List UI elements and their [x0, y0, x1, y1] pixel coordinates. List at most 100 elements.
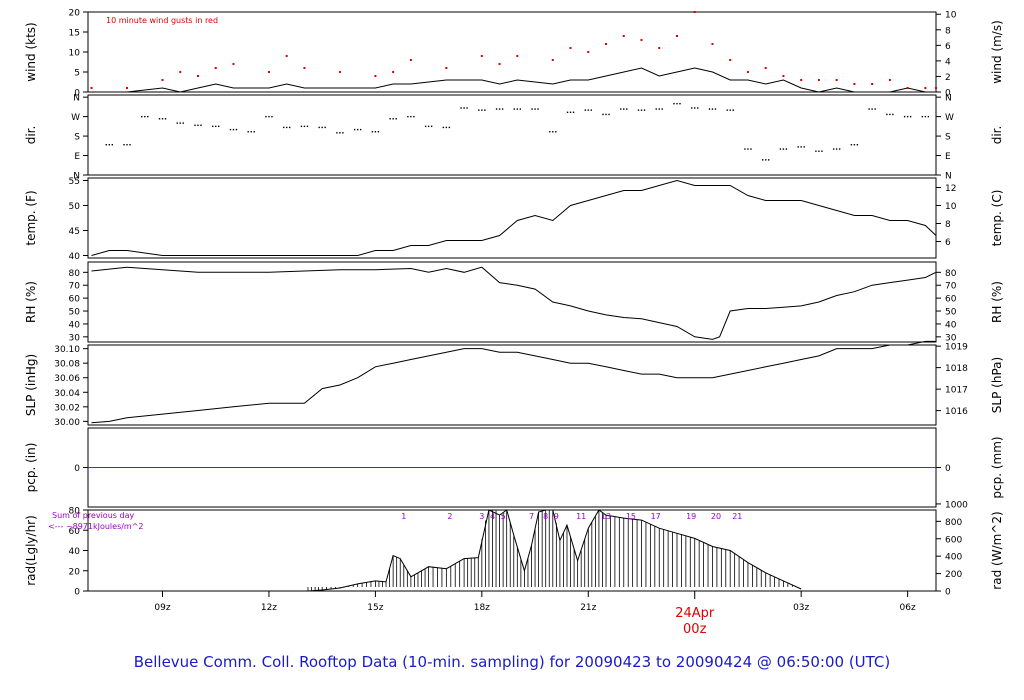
- dir-point: [395, 118, 397, 120]
- dir-point: [250, 131, 252, 133]
- dir-point: [342, 132, 344, 134]
- dir-point: [729, 109, 731, 111]
- rh-rtick-label: 60: [945, 295, 957, 305]
- dir-point: [484, 109, 486, 111]
- wind-gust-point: [516, 55, 519, 57]
- dir-point: [513, 108, 516, 110]
- dir-point: [750, 148, 752, 150]
- dir-point: [339, 132, 341, 134]
- rad-rtick-label: 600: [945, 535, 962, 545]
- wind-gust-point: [179, 71, 182, 73]
- rad-legend-line2: <--- ~8971kJoules/m^2: [48, 522, 144, 531]
- rad-rtick-label: 200: [945, 570, 962, 580]
- rad-rtick-label: 400: [945, 553, 962, 563]
- wind-gust-point: [338, 71, 341, 73]
- dir-point: [566, 111, 569, 113]
- dir-point: [232, 128, 235, 131]
- rh-ytick-label: 30: [69, 333, 81, 343]
- wind-rtick-label: 0: [945, 89, 951, 99]
- wind-gust-point: [800, 79, 803, 81]
- dir-point: [481, 109, 483, 111]
- dir-point: [158, 118, 161, 120]
- wind-gust-point: [924, 87, 927, 89]
- dir-point: [501, 108, 504, 110]
- dir-point: [797, 146, 799, 148]
- wind-gust-point: [817, 79, 820, 81]
- dir-point: [285, 126, 288, 129]
- slp-ylabel-right: SLP (hPa): [990, 357, 1004, 413]
- dir-point: [584, 109, 586, 111]
- rad-hour-number: 8: [543, 512, 548, 521]
- dir-point: [892, 113, 894, 116]
- wind-gust-point: [888, 79, 891, 81]
- dir-point: [182, 122, 184, 124]
- dir-point: [424, 125, 427, 128]
- wind-gust-point: [906, 87, 909, 89]
- dir-point: [903, 115, 906, 118]
- dir-point: [552, 131, 554, 133]
- rh-line: [91, 266, 937, 340]
- wind-ytick-label: 20: [69, 9, 81, 19]
- temp-ytick-label: 45: [69, 227, 80, 237]
- rh-ytick-label: 60: [69, 295, 81, 305]
- dir-point: [661, 108, 663, 110]
- dir-point: [200, 124, 202, 126]
- wind-ytick-label: 0: [74, 89, 80, 99]
- rad-ytick-label: 40: [69, 547, 81, 557]
- dir-point: [129, 144, 131, 146]
- dir-point: [779, 148, 782, 150]
- wind-gust-point: [605, 43, 608, 45]
- slp-ytick-label: 30.02: [54, 403, 80, 413]
- temp-ylabel: temp. (F): [24, 190, 38, 245]
- rad-ylabel-right: rad (W/m^2): [990, 511, 1004, 589]
- rad-ytick-label: 60: [69, 527, 81, 537]
- dir-point: [282, 126, 285, 129]
- dir-point: [602, 113, 604, 116]
- rad-rtick-label: 1000: [945, 500, 968, 510]
- dir-point: [430, 125, 433, 128]
- dir-point: [141, 115, 143, 118]
- slp-ytick-label: 30.10: [54, 345, 80, 355]
- dir-point: [271, 115, 273, 118]
- wind-gust-point: [445, 67, 448, 69]
- dir-point: [253, 131, 255, 133]
- dir-point: [643, 109, 646, 111]
- wind-ytick-label: 10: [69, 49, 81, 59]
- wind-gust-point: [303, 67, 306, 69]
- dir-point: [818, 150, 820, 152]
- dir-point: [886, 113, 888, 116]
- dir-point: [247, 131, 249, 133]
- wind-gust-point: [126, 87, 129, 89]
- dir-ytick-label: N: [73, 94, 80, 104]
- rad-hour-number: 20: [711, 512, 721, 521]
- dir-point: [427, 125, 430, 128]
- wind-gust-point: [214, 67, 217, 69]
- rad-hour-number: 3: [479, 512, 484, 521]
- dir-point: [194, 124, 196, 126]
- dir-point: [108, 144, 110, 146]
- temp-frame: [87, 177, 937, 259]
- dir-point: [105, 144, 107, 146]
- wind-ytick-label: 15: [69, 29, 80, 39]
- dir-point: [534, 108, 536, 110]
- dir-point: [711, 108, 714, 110]
- dir-point: [679, 102, 681, 105]
- dir-point: [832, 148, 835, 150]
- dir-point: [123, 144, 125, 146]
- wind-gust-point: [374, 75, 377, 77]
- dir-point: [623, 108, 625, 110]
- dir-point: [144, 115, 146, 118]
- wind-annotation: 10 minute wind gusts in red: [106, 16, 218, 25]
- dir-point: [531, 108, 533, 110]
- dir-rtick-label: S: [945, 133, 951, 143]
- dir-point: [764, 159, 767, 161]
- dir-point: [637, 109, 640, 111]
- dir-point: [782, 148, 785, 150]
- dir-point: [353, 128, 356, 131]
- dir-point: [478, 109, 480, 111]
- rh-rtick-label: 40: [945, 320, 957, 330]
- dir-point: [874, 108, 876, 110]
- dir-point: [164, 118, 167, 120]
- rad-hour-number: 21: [732, 512, 742, 521]
